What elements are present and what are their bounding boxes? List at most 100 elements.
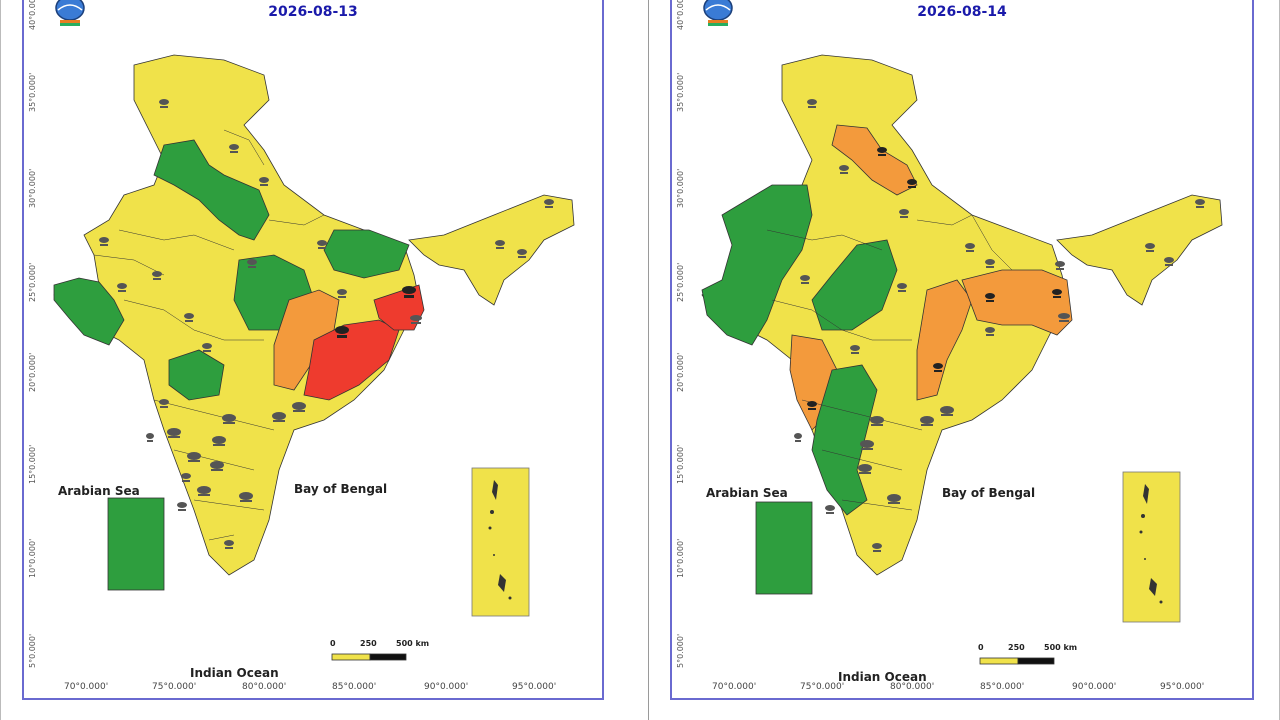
lon-label-80: 80°0.000' [890,682,935,692]
weather-icons [794,99,1205,552]
rain-icon [907,179,917,188]
island-marks [488,480,512,600]
rain-icon [247,259,257,268]
rain-icon [940,406,954,416]
rain-icon [825,505,835,514]
region-green-central [811,239,898,331]
rain-icon [860,440,874,450]
forecast-map-panel-1: 2026-08-13 40°0.000' 35°0.000' 30°0.000'… [22,0,604,700]
lon-label-75: 75°0.000' [800,682,845,692]
rain-icon [872,543,882,552]
rain-icon [965,243,975,252]
indian-ocean-label: Indian Ocean [190,666,279,680]
rain-icon [335,326,349,338]
rain-icon [402,286,416,298]
rain-icon [167,428,181,438]
region-green-bihar [323,229,410,279]
outer-border-left [0,0,1,720]
rain-icon [807,401,817,410]
bay-of-bengal-label: Bay of Bengal [942,486,1036,500]
scale-label-250: 250 [360,639,377,648]
island-marks [1139,484,1163,604]
islands-box [471,467,530,617]
rain-icon [858,464,872,474]
scale-label-500: 500 km [396,639,430,648]
lon-label-70: 70°0.000' [64,682,109,692]
rain-icon [1195,199,1205,208]
rain-icon [807,99,817,108]
rain-icon [897,283,907,292]
region-green-south [811,364,878,516]
rain-icon [870,416,884,426]
rain-icon [239,492,253,502]
imd-logo-icon [703,0,733,26]
rain-icon [544,199,554,208]
rain-icon [920,416,934,426]
scale-bar-light [331,653,371,661]
map-date: 2026-08-13 [268,4,358,20]
rain-icon [212,436,226,446]
rain-icon [222,414,236,424]
rain-icon [152,271,162,280]
rain-icon [839,165,849,174]
rain-icon [800,275,810,284]
rain-icon [197,486,211,496]
scale-label-500: 500 km [1044,643,1078,652]
region-green-west [701,184,813,346]
rain-icon [202,343,212,352]
region-orange-east [961,269,1073,336]
arabian-sea-box [107,497,165,591]
scale-label-0: 0 [978,643,984,652]
rain-icon [184,313,194,322]
bay-of-bengal-label: Bay of Bengal [294,482,388,496]
rain-icon [1055,261,1065,270]
arabian-sea-box [755,501,813,595]
rain-icon [850,345,860,354]
forecast-map-panel-2: 2026-08-14 40°0.000' 35°0.000' 30°0.000'… [670,0,1254,700]
rain-icon [1058,313,1070,322]
india-map [53,54,575,661]
rain-icon [181,473,191,482]
rain-icon [985,259,995,268]
state-boundaries [766,214,1013,511]
region-orange-chhattisgarh [916,279,973,401]
rain-icon [159,99,169,108]
weather-icons [99,99,554,549]
lon-label-75: 75°0.000' [152,682,197,692]
lon-label-90: 90°0.000' [1072,682,1117,692]
rain-icon [210,461,224,471]
lon-label-80: 80°0.000' [242,682,287,692]
rain-icon [177,502,187,511]
rain-icon [272,412,286,422]
rain-icon [159,399,169,408]
rain-icon [259,177,269,186]
lon-label-70: 70°0.000' [712,682,757,692]
arabian-sea-label: Arabian Sea [706,486,788,500]
rain-icon [1145,243,1155,252]
rain-icon [794,433,802,442]
scale-bar-dark [1017,657,1055,665]
rain-icon [410,315,422,324]
region-green-gujarat [53,277,125,346]
region-green-maharashtra [168,349,225,401]
region-orange-north [831,124,918,196]
rain-icon [1052,289,1062,298]
rain-icon [292,402,306,412]
rain-icon [187,452,201,462]
lon-label-95: 95°0.000' [512,682,557,692]
indian-ocean-label: Indian Ocean [838,670,927,684]
rain-icon [1164,257,1174,266]
rain-icon [985,327,995,336]
rain-icon [517,249,527,258]
arabian-sea-label: Arabian Sea [58,484,140,498]
rain-icon [877,147,887,156]
scale-bar-light [979,657,1019,665]
rain-icon [495,240,505,249]
rain-icon [99,237,109,246]
rain-icon [229,144,239,153]
lon-label-85: 85°0.000' [332,682,377,692]
rain-icon [146,433,154,442]
rain-icon [899,209,909,218]
state-boundaries [93,129,325,541]
region-northeast [1056,194,1223,306]
